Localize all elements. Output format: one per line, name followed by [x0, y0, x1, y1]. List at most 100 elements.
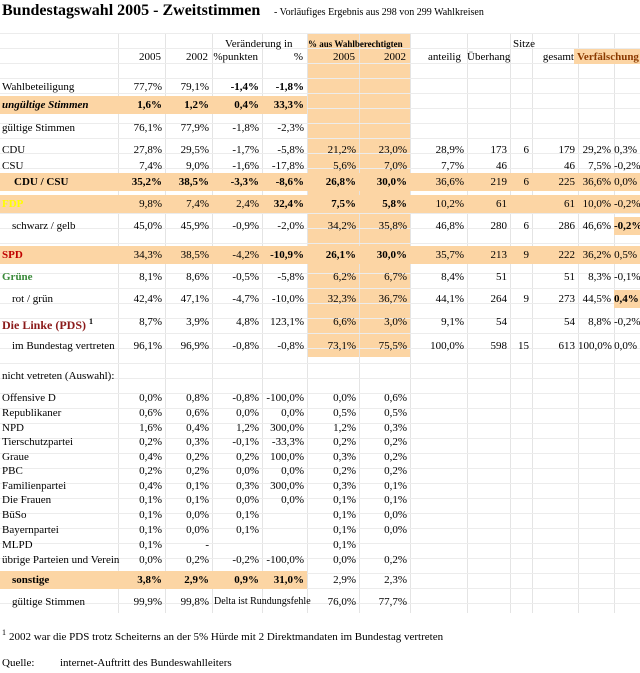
cell: 273: [558, 293, 576, 305]
cell: 7,0%: [384, 160, 407, 172]
cell: 54: [496, 316, 507, 328]
cell: 0,1%: [139, 509, 162, 521]
cell: 0,2%: [186, 465, 209, 477]
cell: 1,6%: [137, 99, 162, 111]
cell: 0,0%: [139, 554, 162, 566]
cell: 0,2%: [384, 554, 407, 566]
grid-line: [307, 33, 308, 613]
cell: -2,3%: [277, 122, 304, 134]
cell: 0,0%: [384, 509, 407, 521]
column-header: 2005: [333, 51, 355, 63]
cell: 5,8%: [382, 198, 407, 210]
grid-line: [0, 93, 640, 94]
grid-line: [0, 438, 640, 439]
cell: 100,0%: [270, 451, 304, 463]
row-label: PBC: [2, 465, 23, 477]
cell: -4,2%: [232, 249, 259, 261]
row-label: im Bundestag vertreten: [12, 340, 115, 352]
cell: 0,0%: [236, 494, 259, 506]
cell: 1,2%: [236, 422, 259, 434]
grid-line: [0, 423, 640, 424]
cell-highlight: [614, 290, 640, 308]
cell: 0,2%: [186, 451, 209, 463]
cell: 0,2%: [384, 465, 407, 477]
grid-line: [0, 498, 640, 499]
cell: 7,4%: [139, 160, 162, 172]
grid-line: [0, 603, 640, 604]
row-highlight: [0, 246, 640, 264]
row-label: Grüne: [2, 271, 33, 283]
cell: Delta ist Rundungsfehle: [214, 596, 311, 607]
cell: 0,2%: [139, 436, 162, 448]
grid-line: [0, 303, 640, 304]
row-label: Graue: [2, 451, 29, 463]
cell: 0,3%: [333, 451, 356, 463]
cell: -0,2%: [614, 198, 640, 210]
verf-bg: [574, 49, 640, 64]
cell: -10,0%: [271, 293, 304, 305]
cell: 30,0%: [376, 176, 407, 188]
cell: 0,3%: [333, 480, 356, 492]
cell: 213: [490, 249, 508, 261]
cell: 0,4%: [139, 451, 162, 463]
row-label: Bayernpartei: [2, 524, 59, 536]
cell: 280: [490, 220, 508, 232]
cell: 75,5%: [378, 340, 407, 352]
row-label: Die Linke (PDS) 1: [2, 317, 93, 332]
row-label: Familienpartei: [2, 480, 67, 492]
row-label: SPD: [2, 249, 23, 261]
cell: 10,2%: [435, 198, 464, 210]
grid-line: [0, 33, 640, 34]
cell: 45,9%: [180, 220, 209, 232]
column-header: Überhang: [467, 51, 511, 63]
grid-line: [0, 48, 640, 49]
grid-line: [0, 228, 640, 229]
cell: 46: [564, 160, 575, 172]
cell: 0,3%: [236, 480, 259, 492]
grid-line: [212, 33, 213, 613]
cell: 0,0%: [614, 340, 637, 352]
row-label: CSU: [2, 160, 24, 172]
cell: 61: [496, 198, 507, 210]
cell: 33,3%: [273, 99, 304, 111]
cell: 0,2%: [139, 465, 162, 477]
cell: 36,6%: [582, 176, 611, 188]
cell: 0,1%: [139, 524, 162, 536]
row-label: übrige Parteien und Verein: [2, 554, 120, 566]
column-header: anteilig: [428, 51, 461, 63]
row-highlight: [0, 195, 640, 213]
cell: 0,0%: [236, 407, 259, 419]
cell: 0,4%: [139, 480, 162, 492]
cell: -100,0%: [266, 392, 304, 404]
row-label: CDU / CSU: [14, 176, 69, 188]
cell: 0,1%: [236, 509, 259, 521]
cell: 6: [523, 176, 530, 188]
grid-line: [578, 33, 579, 613]
cell: 0,1%: [384, 480, 407, 492]
row-label: sonstige: [12, 574, 50, 586]
cell: 0,0%: [186, 509, 209, 521]
grid-line: [0, 168, 640, 169]
cell: 100,0%: [578, 340, 612, 352]
cell: 51: [496, 271, 507, 283]
row-label: BüSo: [2, 509, 27, 521]
cell: -0,9%: [232, 220, 259, 232]
grid-line: [0, 138, 640, 139]
grid-line: [0, 543, 640, 544]
cell: 15: [518, 340, 529, 352]
cell: 0,0%: [281, 407, 304, 419]
cell: 3,0%: [384, 316, 407, 328]
cell: 36,7%: [378, 293, 407, 305]
grid-line: [0, 318, 640, 319]
grid-line: [0, 393, 640, 394]
cell: -0,2%: [614, 160, 640, 172]
grid-line: [118, 33, 119, 613]
column-header: Verfälschung: [577, 51, 639, 63]
grid-line: [0, 363, 640, 364]
row-label: Die Frauen: [2, 494, 52, 506]
cell: 0,4%: [186, 422, 209, 434]
cell: 30,0%: [376, 249, 407, 261]
cell: -17,8%: [271, 160, 304, 172]
cell: 27,8%: [133, 144, 162, 156]
cell: 7,7%: [441, 160, 464, 172]
